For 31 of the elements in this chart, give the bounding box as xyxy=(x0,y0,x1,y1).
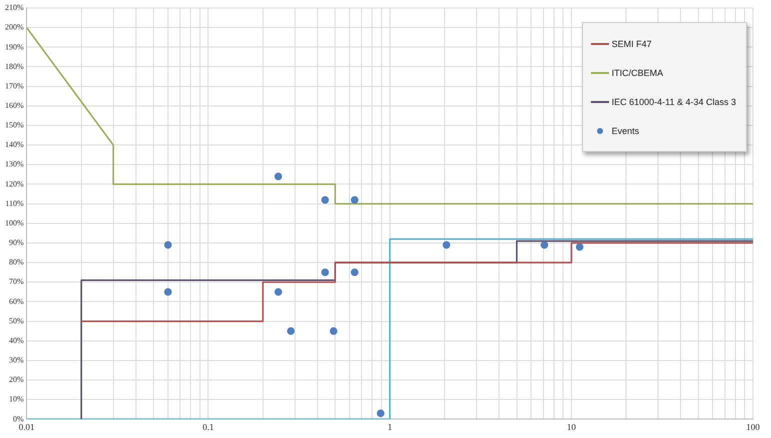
y-tick-label: 90% xyxy=(8,238,24,248)
y-tick-label: 200% xyxy=(4,22,24,32)
y-tick-label: 60% xyxy=(8,296,24,306)
y-tick-label: 80% xyxy=(8,258,24,267)
x-tick-label: 1 xyxy=(388,422,392,432)
y-tick-label: 40% xyxy=(8,336,24,345)
y-tick-label: 30% xyxy=(8,356,24,365)
legend-label: SEMI F47 xyxy=(612,38,652,48)
y-tick-label: 0% xyxy=(12,414,24,424)
y-tick-label: 20% xyxy=(8,375,24,384)
x-tick-label: 0.1 xyxy=(202,422,214,432)
y-tick-label: 110% xyxy=(5,198,24,208)
y-tick-label: 130% xyxy=(4,160,24,169)
y-tick-label: 50% xyxy=(8,316,24,326)
y-tick-label: 70% xyxy=(8,277,24,286)
y-tick-label: 190% xyxy=(4,42,24,52)
y-tick-label: 160% xyxy=(4,101,24,110)
legend-label: IEC 61000-4-11 & 4-34 Class 3 xyxy=(612,96,736,106)
y-tick-label: 140% xyxy=(4,140,24,150)
y-tick-label: 100% xyxy=(4,218,24,228)
y-tick-label: 150% xyxy=(4,120,24,130)
x-tick-label: 100 xyxy=(746,422,760,432)
y-tick-label: 210% xyxy=(4,3,24,12)
y-tick-label: 180% xyxy=(4,62,24,71)
y-tick-label: 10% xyxy=(8,394,24,404)
legend-label: ITIC/CBEMA xyxy=(612,68,664,78)
y-tick-label: 120% xyxy=(4,179,24,188)
x-tick-label: 0.01 xyxy=(18,422,35,432)
legend-label: Events xyxy=(612,126,640,136)
x-tick-label: 10 xyxy=(566,422,576,432)
y-tick-label: 170% xyxy=(4,81,24,90)
